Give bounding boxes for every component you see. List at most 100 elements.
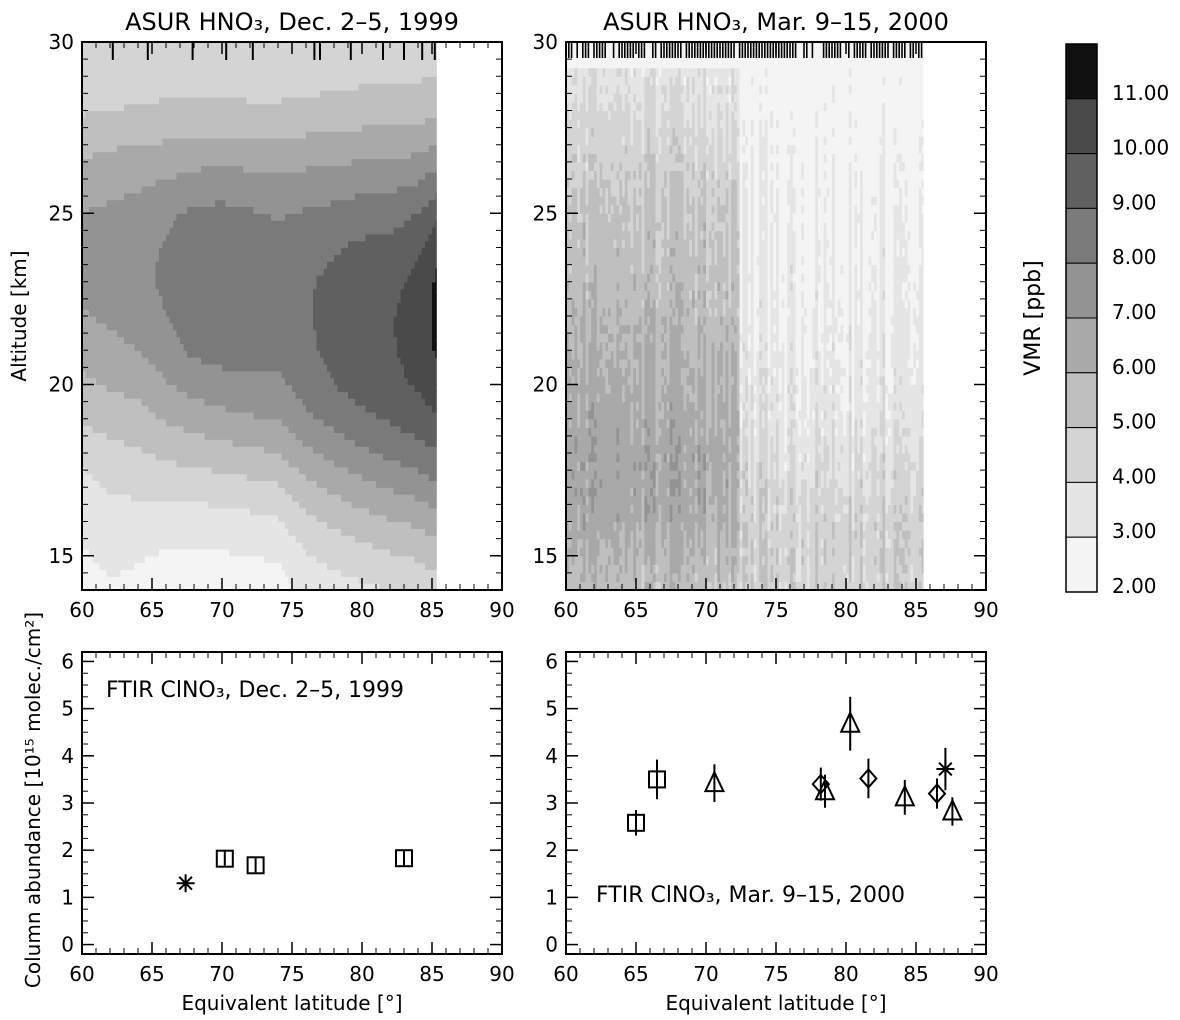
heatmap-cell — [218, 411, 223, 420]
heatmap-cell — [288, 370, 293, 379]
heatmap-cell — [113, 418, 118, 427]
heatmap-cell — [187, 316, 192, 324]
heatmap-cell — [141, 357, 146, 365]
heatmap-cell — [295, 144, 300, 153]
heatmap-cell — [295, 240, 300, 249]
heatmap-cell — [201, 418, 206, 427]
heatmap-cell — [166, 459, 171, 468]
heatmap-cell — [236, 507, 241, 516]
heatmap-cell — [222, 213, 227, 221]
heatmap-cell — [131, 500, 136, 509]
heatmap-cell — [295, 288, 300, 297]
heatmap-cell — [127, 542, 132, 550]
heatmap-cell — [141, 69, 146, 77]
heatmap-cell — [148, 185, 153, 194]
heatmap-cell — [152, 535, 157, 543]
heatmap-cell — [281, 110, 286, 118]
heatmap-cell — [85, 548, 90, 557]
heatmap-cell — [138, 213, 143, 221]
heatmap-cell — [250, 254, 255, 262]
heatmap-cell — [208, 96, 213, 105]
heatmap-cell — [222, 500, 227, 509]
heatmap-cell — [96, 309, 101, 317]
heatmap-cell — [89, 185, 94, 194]
heatmap-cell — [176, 548, 181, 557]
heatmap-cell — [166, 363, 171, 372]
heatmap-cell — [110, 110, 115, 118]
heatmap-cell — [271, 240, 276, 249]
heatmap-cell — [85, 48, 90, 57]
heatmap-cell — [162, 261, 167, 269]
heatmap-cell — [155, 425, 160, 434]
heatmap-cell — [187, 247, 192, 255]
heatmap-cell — [120, 117, 125, 125]
heatmap-cell — [106, 521, 111, 529]
heatmap-cell — [110, 83, 115, 91]
heatmap-cell — [285, 62, 290, 70]
heatmap-cell — [264, 398, 269, 406]
heatmap-cell — [253, 144, 258, 153]
heatmap-cell — [208, 411, 213, 420]
heatmap-cell — [288, 480, 293, 488]
heatmap-cell — [110, 377, 115, 386]
heatmap-cell — [113, 69, 118, 77]
heatmap-cell — [138, 446, 143, 454]
heatmap-cell — [183, 316, 188, 324]
heatmap-cell — [208, 453, 213, 461]
heatmap-cell — [278, 165, 283, 173]
heatmap-cell — [190, 411, 195, 420]
heatmap-cell — [82, 576, 87, 584]
heatmap-cell — [232, 137, 237, 146]
heatmap-cell — [127, 363, 132, 372]
heatmap-cell — [110, 117, 115, 125]
heatmap-cell — [271, 124, 276, 132]
heatmap-cell — [215, 322, 220, 331]
heatmap-cell — [85, 453, 90, 461]
heatmap-cell — [117, 192, 122, 201]
heatmap-cell — [138, 576, 143, 584]
heatmap-cell — [89, 487, 94, 495]
heatmap-cell — [113, 158, 118, 166]
heatmap-cell — [278, 89, 283, 98]
heatmap-cell — [141, 48, 146, 57]
heatmap-cell — [180, 172, 185, 180]
heatmap-cell — [194, 295, 199, 303]
heatmap-cell — [222, 439, 227, 447]
heatmap-cell — [106, 466, 111, 475]
heatmap-cell — [204, 274, 209, 283]
heatmap-cell — [96, 179, 101, 187]
heatmap-cell — [260, 62, 265, 70]
heatmap-cell — [239, 363, 244, 372]
heatmap-cell — [281, 459, 286, 468]
heatmap-cell — [145, 165, 150, 173]
heatmap-cell — [190, 535, 195, 543]
heatmap-cell — [89, 542, 94, 550]
heatmap-cell — [201, 391, 206, 399]
heatmap-cell — [197, 377, 202, 386]
heatmap-cell — [218, 391, 223, 399]
heatmap-cell — [253, 117, 258, 125]
heatmap-cell — [236, 117, 241, 125]
heatmap-cell — [120, 316, 125, 324]
heatmap-cell — [162, 418, 167, 427]
heatmap-cell — [96, 411, 101, 420]
heatmap-cell — [103, 281, 108, 290]
heatmap-cell — [246, 69, 251, 77]
heatmap-cell — [162, 281, 167, 290]
heatmap-cell — [148, 226, 153, 235]
heatmap-cell — [162, 103, 167, 112]
heatmap-cell — [257, 199, 262, 207]
heatmap-cell — [225, 131, 230, 139]
heatmap-cell — [106, 274, 111, 283]
heatmap-cell — [260, 357, 265, 365]
heatmap-cell — [134, 425, 139, 434]
heatmap-cell — [89, 144, 94, 153]
heatmap-cell — [295, 131, 300, 139]
heatmap-cell — [211, 343, 216, 351]
heatmap-cell — [229, 548, 234, 557]
heatmap-cell — [152, 562, 157, 571]
heatmap-cell — [264, 494, 269, 502]
heatmap-cell — [267, 439, 272, 447]
heatmap-cell — [222, 528, 227, 536]
heatmap-cell — [201, 213, 206, 221]
